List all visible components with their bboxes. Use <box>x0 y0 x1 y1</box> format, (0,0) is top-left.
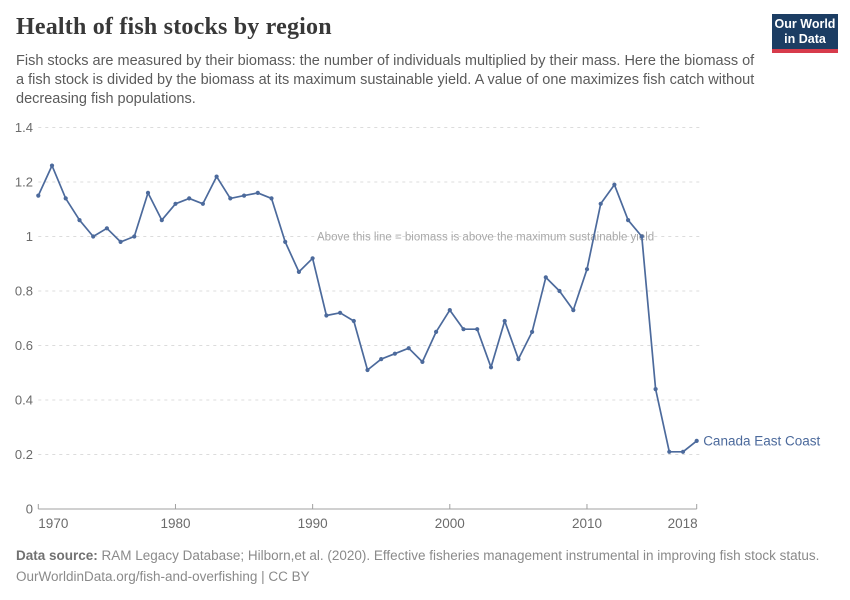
x-axis-label: 2010 <box>572 516 602 531</box>
chart-title: Health of fish stocks by region <box>16 14 332 40</box>
data-point[interactable] <box>132 234 137 239</box>
y-axis-label: 0.6 <box>15 338 33 353</box>
data-point[interactable] <box>228 196 233 201</box>
data-point[interactable] <box>530 329 535 334</box>
data-point[interactable] <box>502 318 507 324</box>
y-axis-label: 0.8 <box>15 284 33 299</box>
data-point[interactable] <box>36 193 41 198</box>
data-source-label: Data source: <box>16 548 98 563</box>
data-point[interactable] <box>680 449 686 454</box>
data-point[interactable] <box>447 308 452 313</box>
threshold-annotation: Above this line = biomass is above the m… <box>317 232 654 244</box>
data-point[interactable] <box>145 190 151 195</box>
y-axis-label: 1 <box>26 229 33 244</box>
data-point[interactable] <box>91 234 96 239</box>
data-point[interactable] <box>639 234 644 239</box>
data-line[interactable] <box>37 164 698 453</box>
data-point[interactable] <box>392 351 397 356</box>
data-point[interactable] <box>118 239 123 244</box>
data-point[interactable] <box>626 218 631 223</box>
x-axis-label: 2018 <box>668 516 698 531</box>
owid-logo-line2: in Data <box>784 31 826 46</box>
data-point[interactable] <box>63 196 68 201</box>
data-point[interactable] <box>516 357 521 362</box>
data-point[interactable] <box>296 269 301 274</box>
data-point[interactable] <box>406 346 411 351</box>
data-point[interactable] <box>338 310 343 315</box>
data-point[interactable] <box>49 163 55 168</box>
data-point[interactable] <box>255 190 260 195</box>
x-axis-label: 1980 <box>160 516 190 531</box>
data-point[interactable] <box>475 327 480 332</box>
data-point[interactable] <box>543 275 548 280</box>
y-axis-label: 0.2 <box>15 447 33 462</box>
data-point[interactable] <box>200 201 205 206</box>
data-point[interactable] <box>351 318 356 324</box>
data-point[interactable] <box>420 359 425 364</box>
data-point[interactable] <box>242 193 247 198</box>
data-point[interactable] <box>571 308 576 313</box>
x-axis-label: 1990 <box>298 516 328 531</box>
data-source-line: Data source: RAM Legacy Database; Hilbor… <box>16 545 819 566</box>
y-axis-label: 0.4 <box>15 393 33 408</box>
data-point[interactable] <box>283 239 288 244</box>
owid-logo-line1: Our World <box>774 17 836 31</box>
x-axis-label: 1970 <box>38 516 68 531</box>
data-point[interactable] <box>214 174 219 179</box>
data-point[interactable] <box>584 267 590 272</box>
data-point[interactable] <box>694 438 699 443</box>
license-line: OurWorldinData.org/fish-and-overfishing … <box>16 569 310 584</box>
data-point[interactable] <box>77 218 82 223</box>
chart-subtitle: Fish stocks are measured by their biomas… <box>16 53 755 107</box>
y-axis-label: 0 <box>26 502 33 517</box>
line-chart[interactable]: 0 0.2 0.4 0.6 0.8 1 1.2 1.4 1970 1980 1990 2000 2010… <box>0 100 850 540</box>
data-point[interactable] <box>612 182 617 187</box>
data-point[interactable] <box>310 256 315 261</box>
data-source-text: RAM Legacy Database; Hilborn,et al. (202… <box>97 548 820 563</box>
data-point[interactable] <box>104 226 109 231</box>
data-point[interactable] <box>488 365 494 370</box>
data-point[interactable] <box>324 313 329 318</box>
data-point[interactable] <box>379 357 384 362</box>
series-label: Canada East Coast <box>703 433 820 448</box>
data-point[interactable] <box>598 201 603 206</box>
data-point[interactable] <box>434 329 439 334</box>
data-point[interactable] <box>557 288 562 294</box>
data-point[interactable] <box>667 449 672 454</box>
data-point[interactable] <box>159 218 164 223</box>
data-point[interactable] <box>461 327 466 332</box>
y-axis-label: 1.2 <box>15 175 33 190</box>
x-axis-label: 2000 <box>435 516 465 531</box>
data-point[interactable] <box>653 387 658 392</box>
data-point[interactable] <box>173 201 178 206</box>
owid-logo: Our World in Data <box>772 14 838 53</box>
data-point[interactable] <box>365 367 370 373</box>
y-axis-label: 1.4 <box>15 120 33 135</box>
data-point[interactable] <box>187 196 192 201</box>
chart-footer: Data source: RAM Legacy Database; Hilbor… <box>16 545 819 587</box>
data-point[interactable] <box>269 196 274 201</box>
